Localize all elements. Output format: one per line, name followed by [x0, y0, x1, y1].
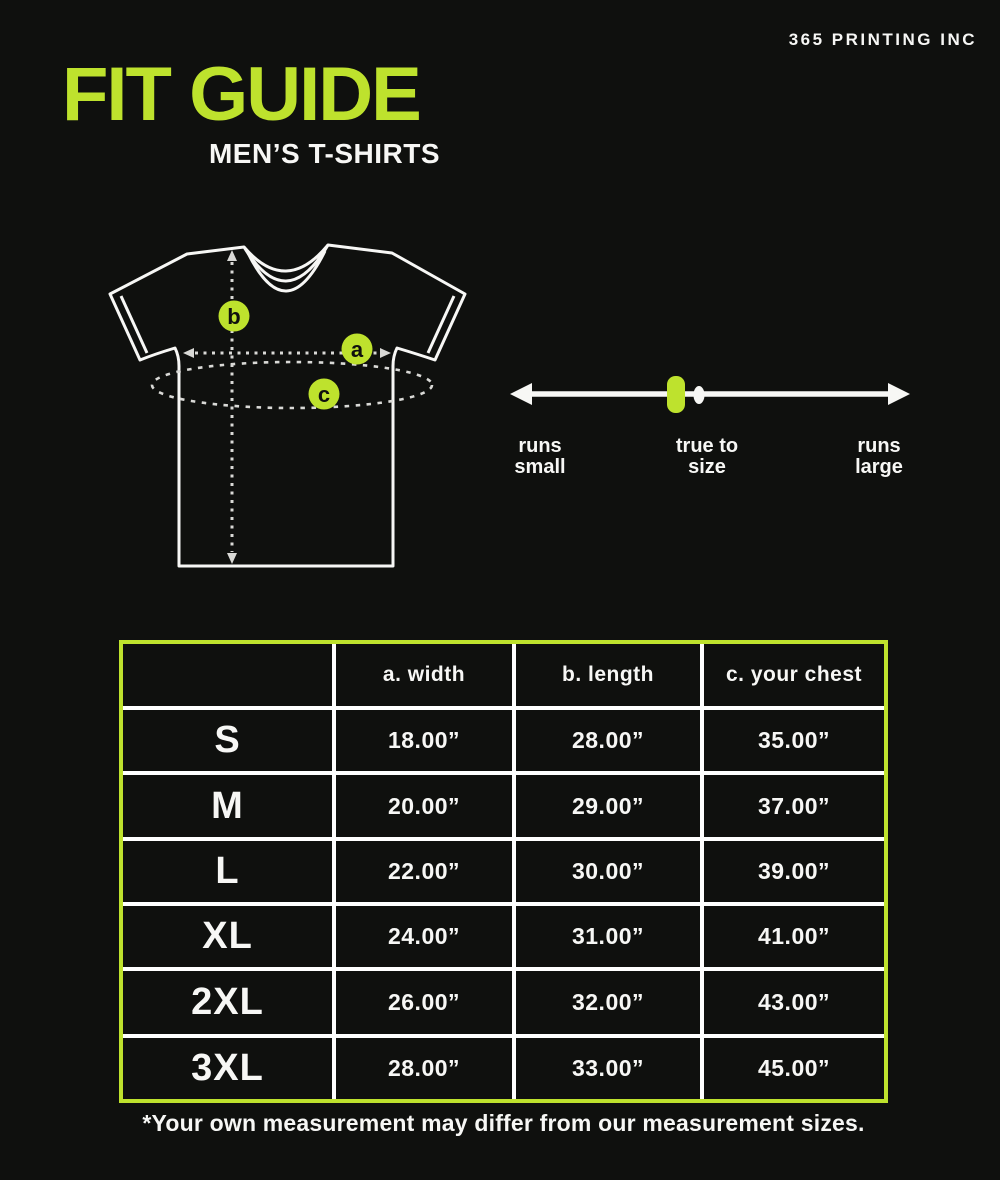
length-arrow-down [227, 553, 237, 564]
brand-name: 365 PRINTING INC [788, 30, 977, 49]
row-m-length: 29.00” [516, 775, 700, 837]
row-l-size: L [123, 841, 332, 902]
tshirt-diagram-svg: b a c [108, 243, 467, 568]
row-2xl-width: 26.00” [336, 971, 512, 1034]
row-3xl-size: 3XL [123, 1038, 332, 1099]
row-xl-width: 24.00” [336, 906, 512, 967]
shirt-outline [108, 243, 467, 568]
width-arrow-right [380, 348, 391, 358]
header-empty [123, 644, 332, 706]
row-l-width: 22.00” [336, 841, 512, 902]
row-3xl-width: 28.00” [336, 1038, 512, 1099]
width-arrow-left [183, 348, 194, 358]
row-2xl-chest: 43.00” [704, 971, 884, 1034]
row-m-size: M [123, 775, 332, 837]
marker-a: a [341, 333, 373, 365]
fit-scale-label-runs-large: runs large [855, 435, 903, 478]
marker-a-label: a [351, 337, 364, 362]
fit-scale: runs small true to size runs large [505, 350, 915, 480]
row-xl-chest: 41.00” [704, 906, 884, 967]
fit-scale-marker [667, 376, 685, 413]
row-s-length: 28.00” [516, 710, 700, 771]
left-sleeve-hem-line [119, 295, 149, 354]
row-m-chest: 37.00” [704, 775, 884, 837]
fit-scale-pointer-dot [693, 386, 705, 404]
row-xl-length: 31.00” [516, 906, 700, 967]
fit-scale-arrow-left [510, 383, 532, 405]
marker-b-label: b [227, 304, 240, 329]
row-3xl-length: 33.00” [516, 1038, 700, 1099]
header-chest: c. your chest [704, 644, 884, 706]
fit-scale-label-runs-small: runs small [514, 435, 566, 478]
tshirt-measurement-diagram: b a c [95, 240, 485, 580]
marker-c: c [308, 378, 340, 410]
page-header: FIT GUIDE MEN’S T-SHIRTS [62, 56, 440, 170]
fit-scale-label-true-to-size: true to size [675, 435, 739, 478]
collar-stitch-line [246, 250, 327, 293]
row-xl-size: XL [123, 906, 332, 967]
header-width: a. width [336, 644, 512, 706]
size-table: a. width b. length c. your chest S 18.00… [119, 640, 888, 1103]
row-2xl-size: 2XL [123, 971, 332, 1034]
collar-band-line [242, 244, 330, 283]
page-title: FIT GUIDE [62, 52, 422, 137]
row-3xl-chest: 45.00” [704, 1038, 884, 1099]
marker-b: b [218, 300, 250, 332]
marker-c-label: c [318, 382, 330, 407]
header-length: b. length [516, 644, 700, 706]
measurement-disclaimer: *Your own measurement may differ from ou… [142, 1110, 865, 1136]
row-l-chest: 39.00” [704, 841, 884, 902]
row-s-width: 18.00” [336, 710, 512, 771]
page-subtitle: MEN’S T-SHIRTS [208, 138, 440, 169]
chest-measure-ellipse [150, 360, 434, 410]
right-sleeve-hem-line [426, 295, 456, 354]
row-s-size: S [123, 710, 332, 771]
fit-scale-arrow-right [888, 383, 910, 405]
length-arrow-up [227, 250, 237, 261]
row-s-chest: 35.00” [704, 710, 884, 771]
fit-scale-svg [510, 376, 910, 413]
size-table-grid: a. width b. length c. your chest S 18.00… [123, 644, 884, 1099]
row-2xl-length: 32.00” [516, 971, 700, 1034]
row-m-width: 20.00” [336, 775, 512, 837]
row-l-length: 30.00” [516, 841, 700, 902]
